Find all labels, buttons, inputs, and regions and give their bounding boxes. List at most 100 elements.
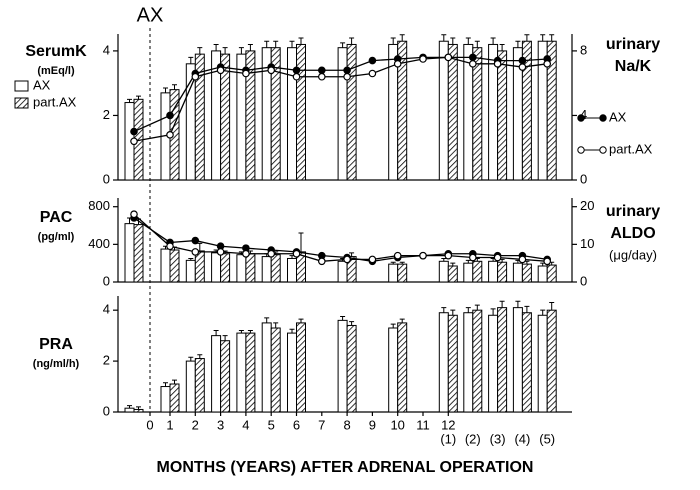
line-marker [368,255,377,264]
bar [346,43,357,181]
error-bar [188,56,194,64]
error-bar [298,232,304,252]
bar [270,327,281,413]
bar [447,43,458,181]
y2-label: ALDO [610,225,655,242]
bar [194,250,205,283]
y-label: PRA [39,336,73,353]
legend-marker [599,114,607,122]
error-bar [264,40,270,48]
error-bar [197,47,203,55]
bar [133,224,144,283]
bar [337,319,348,413]
bar [472,260,483,283]
error-bar [273,322,279,328]
legend-swatch [14,97,29,109]
bar [521,312,532,413]
x-tick-label: 1 [166,417,173,432]
bar [287,257,297,283]
x-tick-label: 5 [268,417,275,432]
x-tick-label: 12 [441,417,455,432]
operation-label: AX [137,4,164,26]
y-tick-label: 400 [88,236,110,251]
error-bar [264,317,270,323]
error-bar [238,47,244,55]
error-bar [524,34,530,42]
y2-tick-label: 4 [580,107,587,122]
bar [521,40,532,181]
error-bar [450,37,456,45]
bar [438,40,449,181]
bar [463,312,474,413]
bar [447,314,458,413]
y-tick-label: 4 [103,302,110,317]
bar [546,40,557,181]
line-marker [191,248,200,256]
bar [397,322,408,413]
x-tick-label: 10 [390,417,404,432]
line-marker [468,60,477,68]
error-bar [273,40,279,48]
error-bar [349,252,355,257]
bar [397,40,408,181]
error-bar [474,40,480,48]
y2-tick-label: 0 [580,273,587,288]
x-tick-label-year: (2) [465,431,481,446]
y-tick-label: 4 [103,42,110,57]
error-bar [540,34,546,42]
line-marker [393,251,402,260]
line-marker [518,255,527,264]
legend-marker [599,146,607,154]
bar [245,253,256,283]
bar [270,254,281,283]
line-marker [419,55,427,63]
y2-label: (μg/day) [609,247,657,262]
y-tick-label: 2 [103,107,110,122]
error-bar [490,308,496,316]
bar [220,53,231,181]
bar [287,332,297,413]
line-marker [343,72,351,81]
line-marker [468,253,477,262]
x-tick-label: 9 [369,417,376,432]
bar [346,256,357,283]
error-bar [390,323,396,328]
line-marker [242,249,250,258]
error-bar [349,37,355,45]
bar [270,47,281,181]
error-bar [540,309,546,316]
error-bar [289,40,295,48]
line-marker [292,249,301,258]
error-bar [172,379,177,384]
y2-tick-label: 20 [580,198,594,213]
line-marker [493,60,502,68]
y-tick-label: 0 [103,171,110,186]
x-tick-label: 8 [343,417,350,432]
error-bar [298,318,304,323]
y2-tick-label: 8 [580,42,587,57]
bar [537,265,548,283]
line-marker [166,131,174,139]
bar [220,340,231,413]
error-bar [499,43,505,51]
x-tick-label: 2 [192,417,199,432]
bar [194,53,205,181]
error-bar [289,328,295,334]
error-bar [399,34,405,42]
line-marker [216,248,225,256]
line-marker [166,242,174,251]
error-bar [549,302,555,311]
x-tick-label: 7 [318,417,325,432]
bar [388,263,399,283]
error-bar [499,300,505,308]
bar [236,254,247,283]
bar [346,324,357,413]
error-bar [390,37,396,45]
bar [497,261,508,283]
error-bar [340,316,346,321]
bar [220,253,231,283]
bar [438,260,449,283]
error-bar [247,43,253,51]
line-marker [166,111,174,120]
line-marker [267,66,276,75]
